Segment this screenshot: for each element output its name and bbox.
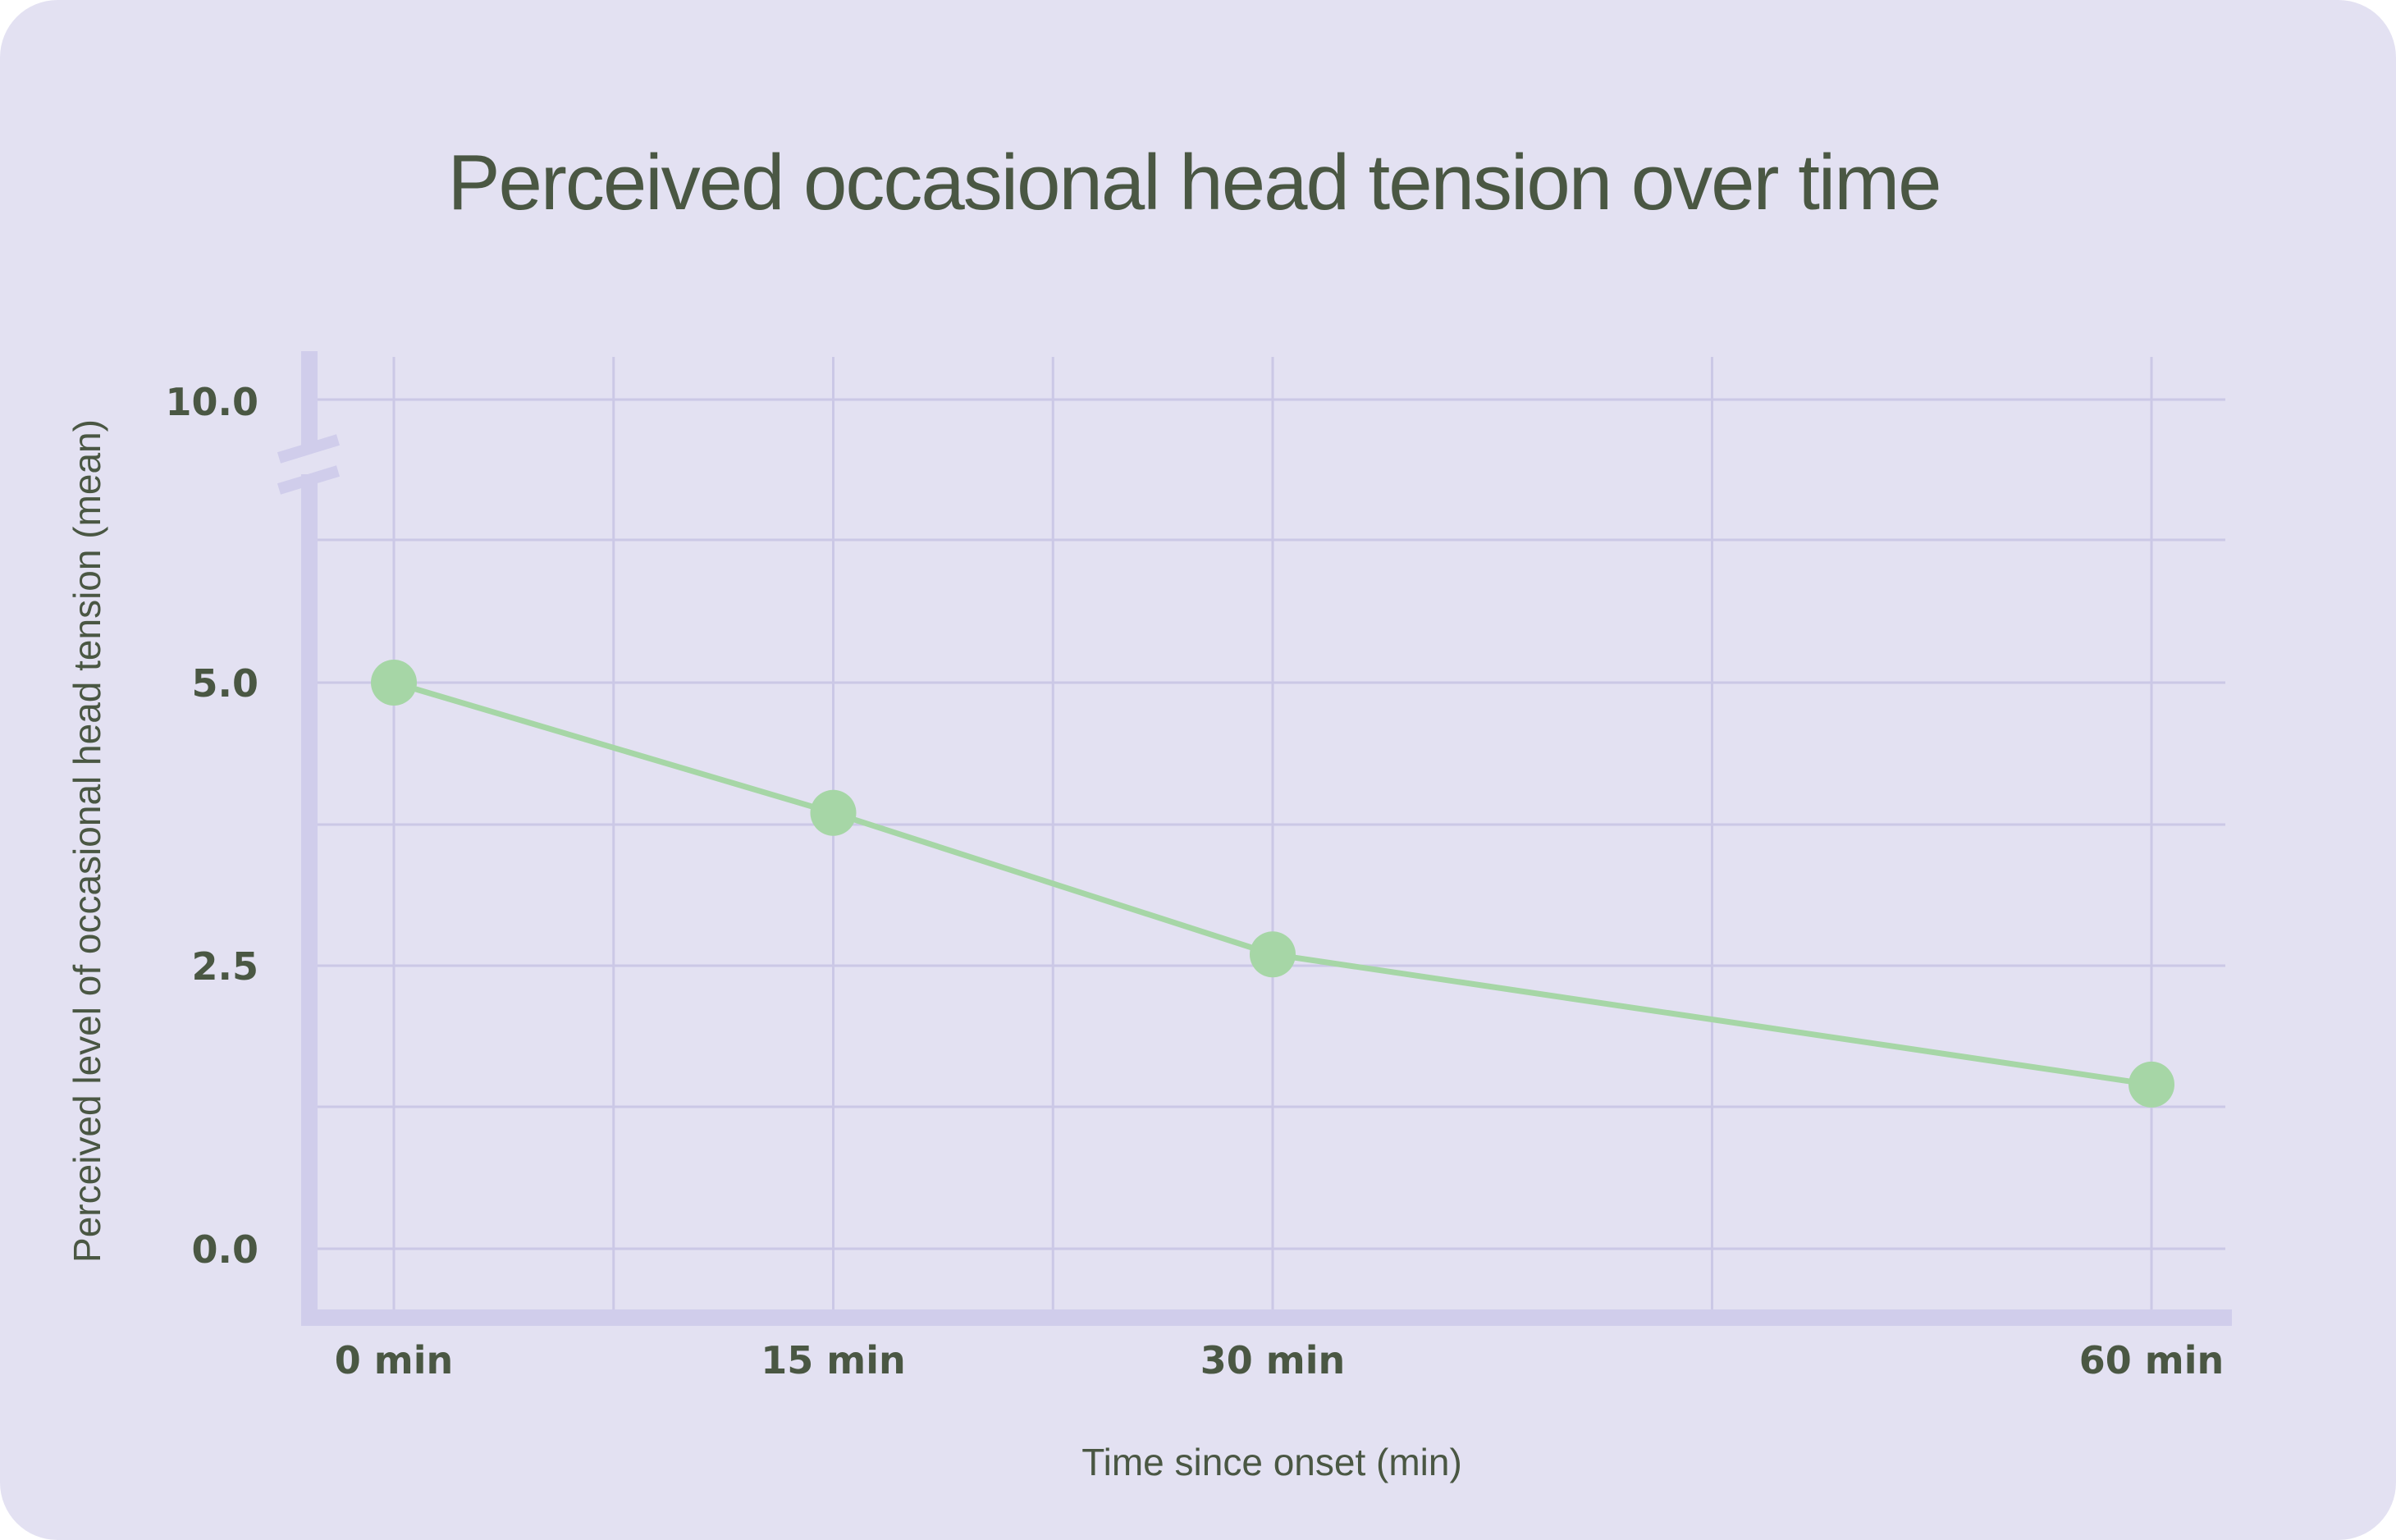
- x-tick-label: 30 min: [1200, 1338, 1345, 1382]
- y-axis-title: Perceived level of occasional head tensi…: [66, 419, 108, 1263]
- y-tick-labels: 10.0 5.0 2.5 0.0: [166, 380, 259, 1272]
- data-point: [1250, 931, 1296, 978]
- grid: [318, 357, 2225, 1313]
- y-axis: [301, 351, 318, 1322]
- data-point: [371, 660, 417, 706]
- x-axis: [301, 1309, 2232, 1326]
- y-tick-label: 5.0: [192, 661, 259, 706]
- x-tick-label: 0 min: [335, 1338, 453, 1382]
- x-tick-label: 60 min: [2079, 1338, 2224, 1382]
- y-tick-label: 10.0: [166, 380, 259, 424]
- y-tick-label: 2.5: [192, 944, 259, 989]
- series-line: [393, 679, 2152, 1088]
- data-point: [2129, 1061, 2174, 1108]
- data-point: [810, 789, 857, 836]
- y-tick-label: 0.0: [192, 1227, 259, 1272]
- y-axis-break: [277, 434, 341, 495]
- chart-title: Perceived occasional head tension over t…: [447, 139, 1940, 226]
- x-axis-title: Time since onset (min): [1081, 1441, 1462, 1483]
- series: [371, 660, 2174, 1108]
- x-tick-label: 15 min: [761, 1338, 905, 1382]
- x-tick-labels: 0 min 15 min 30 min 60 min: [335, 1338, 2224, 1382]
